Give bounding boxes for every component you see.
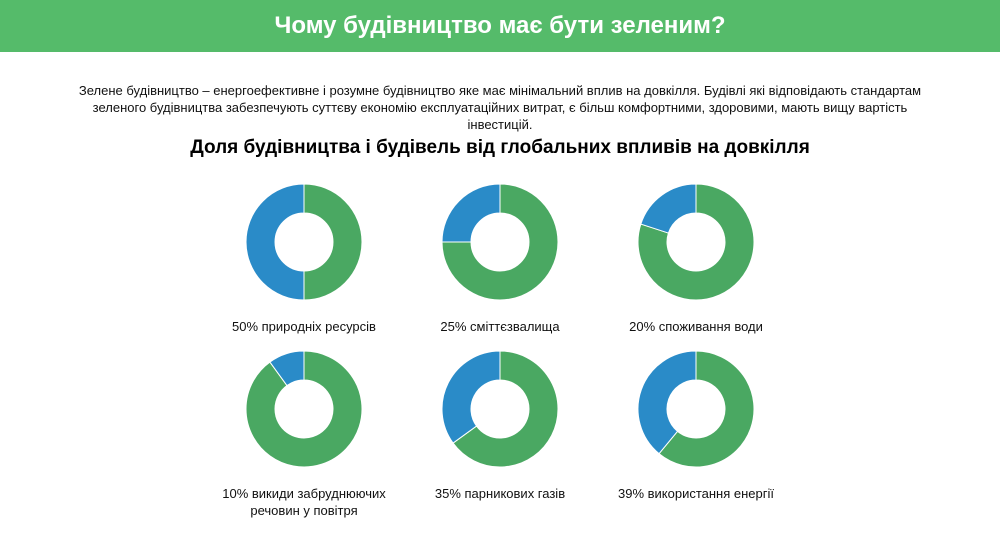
- intro-line-2: зеленого будівництва забезпечують суттєв…: [92, 100, 908, 132]
- donut-label: 25% сміттєзвалища: [440, 319, 560, 334]
- donut-slice-share: [640, 183, 697, 234]
- header-banner: Чому будівництво має бути зеленим?: [0, 0, 1000, 52]
- donut-slice-share: [245, 183, 305, 301]
- donut-slice-share: [637, 350, 697, 455]
- donut-caption: 20% споживання води: [596, 318, 796, 335]
- donut-label: 10% викиди забруднюючих: [222, 486, 386, 501]
- donut-slice-share: [269, 350, 305, 387]
- donut-svg: [637, 350, 755, 468]
- donut-label: 50% природніх ресурсів: [232, 319, 376, 334]
- donut-chart: [636, 349, 756, 469]
- donut-slice-rest: [637, 183, 755, 301]
- donut-slice-rest: [245, 350, 363, 468]
- intro-paragraph: Зелене будівництво – енергоефективне і р…: [60, 82, 940, 133]
- donut-svg: [245, 350, 363, 468]
- donut-svg: [637, 183, 755, 301]
- donut-chart: [440, 349, 560, 469]
- donut-slice-rest: [658, 350, 755, 468]
- donut-slice-share: [441, 183, 501, 243]
- donut-label-line-2: речовин у повітря: [250, 503, 358, 518]
- page-title: Чому будівництво має бути зеленим?: [274, 12, 726, 39]
- donut-caption: 39% використання енергії: [596, 485, 796, 502]
- donut-slice-rest: [303, 183, 363, 301]
- donut-slice-share: [441, 350, 501, 444]
- donut-caption: 35% парникових газів: [400, 485, 600, 502]
- donut-slice-rest: [452, 350, 559, 468]
- donut-caption: 50% природніх ресурсів: [204, 318, 404, 335]
- donut-chart: [440, 182, 560, 302]
- donut-label: 39% використання енергії: [617, 486, 774, 501]
- donut-chart: [244, 349, 364, 469]
- donut-chart: [244, 182, 364, 302]
- intro-line-1: Зелене будівництво – енергоефективне і р…: [78, 83, 922, 98]
- donut-svg: [441, 183, 559, 301]
- donut-label: 20% споживання води: [629, 319, 763, 334]
- chart-title: Доля будівництва і будівель від глобальн…: [190, 137, 810, 158]
- donut-svg: [441, 350, 559, 468]
- donut-slice-rest: [441, 183, 559, 301]
- donut-chart: [636, 182, 756, 302]
- donut-caption: 10% викиди забруднюючих речовин у повітря: [204, 485, 404, 519]
- donut-label: 35% парникових газів: [434, 486, 566, 501]
- donut-svg: [245, 183, 363, 301]
- donut-caption: 25% сміттєзвалища: [400, 318, 600, 335]
